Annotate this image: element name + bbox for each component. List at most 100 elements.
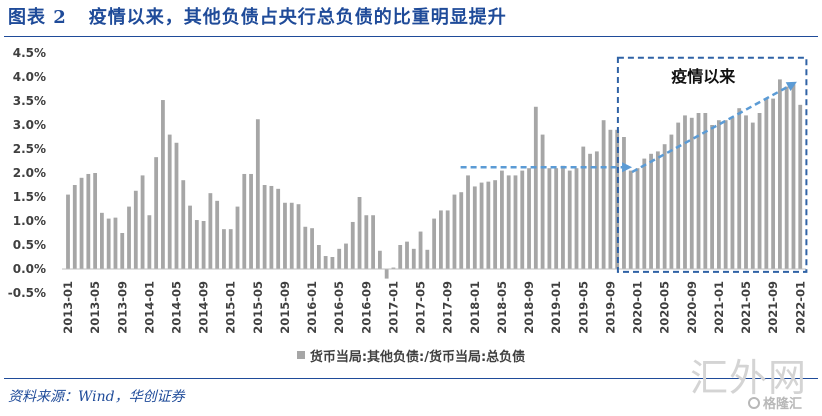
y-axis: 4.5% 4.0% 3.5% 3.0% 2.5% 2.0% 1.5% 1.0% 0.5% 0.0%… <box>8 46 46 300</box>
annotation-box <box>616 56 808 273</box>
bar <box>242 173 247 269</box>
bar <box>303 226 308 269</box>
bar <box>737 108 742 269</box>
source-divider <box>4 378 818 379</box>
bar <box>479 182 484 269</box>
bar <box>140 175 145 269</box>
bar <box>93 173 98 269</box>
x-tick-label: 2021-09 <box>766 281 780 334</box>
bar <box>500 170 504 269</box>
x-tick-label: 2019-09 <box>603 281 617 334</box>
bar <box>608 129 613 269</box>
bar <box>79 177 84 269</box>
bar <box>540 134 545 269</box>
bar <box>147 215 152 269</box>
bar <box>547 168 552 269</box>
bar <box>744 115 748 270</box>
bar <box>384 269 389 279</box>
bar <box>730 117 735 269</box>
bar <box>249 173 253 269</box>
x-tick-label: 2014-01 <box>142 281 156 334</box>
bar <box>703 113 708 269</box>
bar <box>791 84 796 269</box>
bar <box>581 146 586 269</box>
bar <box>357 197 362 269</box>
bar <box>194 220 199 269</box>
bar <box>601 120 606 269</box>
bar <box>262 185 267 269</box>
bar <box>174 142 179 269</box>
bar-series <box>66 79 803 279</box>
bar <box>106 218 111 269</box>
legend-label: 货币当局:其他负债:/货币当局:总负债 <box>309 349 526 365</box>
watermark-text: 汇外网 <box>690 356 808 400</box>
x-tick-label: 2017-01 <box>386 281 400 334</box>
bar <box>269 185 274 269</box>
x-tick-label: 2022-01 <box>793 281 807 334</box>
bar <box>689 117 694 269</box>
legend-swatch <box>296 351 305 359</box>
bar <box>283 202 287 269</box>
bar <box>432 218 437 269</box>
bar <box>655 151 660 269</box>
bar <box>310 228 314 269</box>
bar <box>133 190 138 269</box>
bar <box>330 257 335 269</box>
y-tick-label: 4.5% <box>13 46 46 60</box>
bar <box>445 210 450 269</box>
bar <box>255 119 260 270</box>
bar <box>669 134 674 269</box>
y-tick-label: 0.0% <box>13 262 46 276</box>
bar <box>398 245 403 269</box>
bar <box>66 194 70 269</box>
bar <box>554 168 559 269</box>
bar <box>391 267 396 269</box>
bar <box>527 168 531 269</box>
x-tick-label: 2021-05 <box>739 281 753 334</box>
x-tick-label: 2020-05 <box>658 281 672 334</box>
annotations: 疫情以来 <box>460 56 808 273</box>
source-note: 资料来源：Wind，华创证券 <box>8 389 185 405</box>
bar <box>161 100 165 269</box>
bar <box>405 241 409 269</box>
y-tick-label: 1.0% <box>13 214 46 228</box>
rising-trend-arrow <box>631 81 797 174</box>
x-tick-label: 2016-09 <box>359 281 373 334</box>
bar <box>771 98 776 269</box>
bar <box>154 157 159 269</box>
bar <box>215 200 220 269</box>
bar <box>642 158 647 269</box>
x-tick-label: 2020-01 <box>631 281 645 334</box>
arrow-head <box>622 162 633 173</box>
x-tick-label: 2019-05 <box>576 281 590 334</box>
bar <box>784 86 789 269</box>
y-tick-label: -0.5% <box>8 286 46 300</box>
x-tick-label: 2018-05 <box>495 281 509 334</box>
bar <box>757 113 762 269</box>
bar <box>798 104 803 269</box>
figure-title: 图表 2 疫情以来，其他负债占央行总负债的比重明显提升 <box>8 7 507 29</box>
y-tick-label: 2.0% <box>13 166 46 180</box>
y-tick-label: 2.5% <box>13 142 46 156</box>
bar <box>662 144 667 269</box>
x-tick-label: 2016-05 <box>332 281 346 334</box>
watermark-logo: 格隆汇 <box>748 393 802 412</box>
x-tick-label: 2013-05 <box>88 281 102 334</box>
bar <box>201 221 206 269</box>
bar <box>486 181 491 269</box>
bar <box>344 243 348 269</box>
y-tick-label: 1.5% <box>13 190 46 204</box>
watermark-logo-text: 格隆汇 <box>763 397 803 412</box>
x-tick-label: 2018-09 <box>522 281 536 334</box>
x-tick-label: 2014-05 <box>170 281 184 334</box>
gelonghui-logo-icon <box>748 396 760 409</box>
bar <box>683 115 687 270</box>
x-tick-label: 2014-09 <box>197 281 211 334</box>
x-tick-label: 2020-09 <box>685 281 699 334</box>
figure-label: 图表 2 <box>8 7 67 28</box>
bar <box>716 120 721 269</box>
bar <box>289 202 294 269</box>
bar <box>228 229 233 269</box>
bar <box>323 256 328 269</box>
